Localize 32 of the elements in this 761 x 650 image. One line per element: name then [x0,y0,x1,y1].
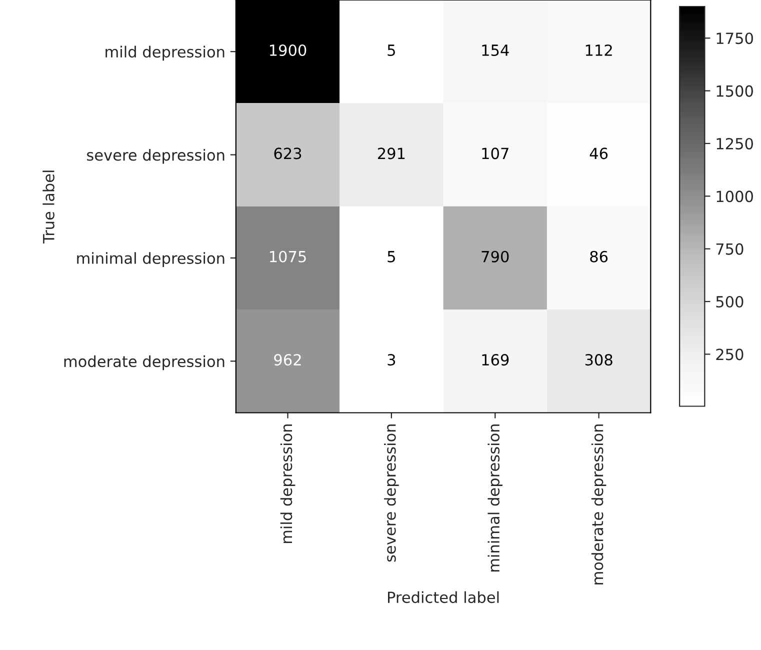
data-label: 623 [274,148,302,160]
data-label: 308 [585,354,612,366]
color-bar-label: 1000 [716,190,753,202]
y-axis-title: True label [42,170,54,244]
x-axis-title: Predicted label [388,591,499,604]
data-label: 3 [388,354,396,366]
color-bar-label: 750 [716,243,744,255]
data-label: 1075 [270,250,306,262]
data-label: 962 [274,354,301,366]
data-label: 169 [482,354,509,366]
data-label: 154 [482,44,509,56]
data-label: 5 [388,44,395,56]
y-tick-label: minimal depression [77,252,224,267]
data-label: 790 [482,250,509,262]
data-label: 291 [378,148,405,160]
color-bar-label: 1750 [716,32,753,44]
y-tick-label: mild depression [106,46,224,61]
color-bar-label: 250 [716,348,744,360]
x-tick-label: moderate depression [591,424,606,584]
data-label: 46 [590,148,608,160]
data-label: 5 [388,251,395,262]
color-bar-label: 1500 [716,85,753,97]
data-label: 112 [586,44,612,56]
color-bar-label: 1250 [716,138,753,150]
x-tick-label: severe depression [384,424,399,562]
data-label: 86 [590,250,608,262]
y-tick-label: severe depression [87,148,224,164]
x-tick-label: minimal depression [488,424,503,572]
y-tick-label: moderate depression [64,355,224,370]
data-label: 1900 [270,44,306,56]
data-label: 107 [482,148,508,160]
color-bar-label: 500 [716,296,744,308]
